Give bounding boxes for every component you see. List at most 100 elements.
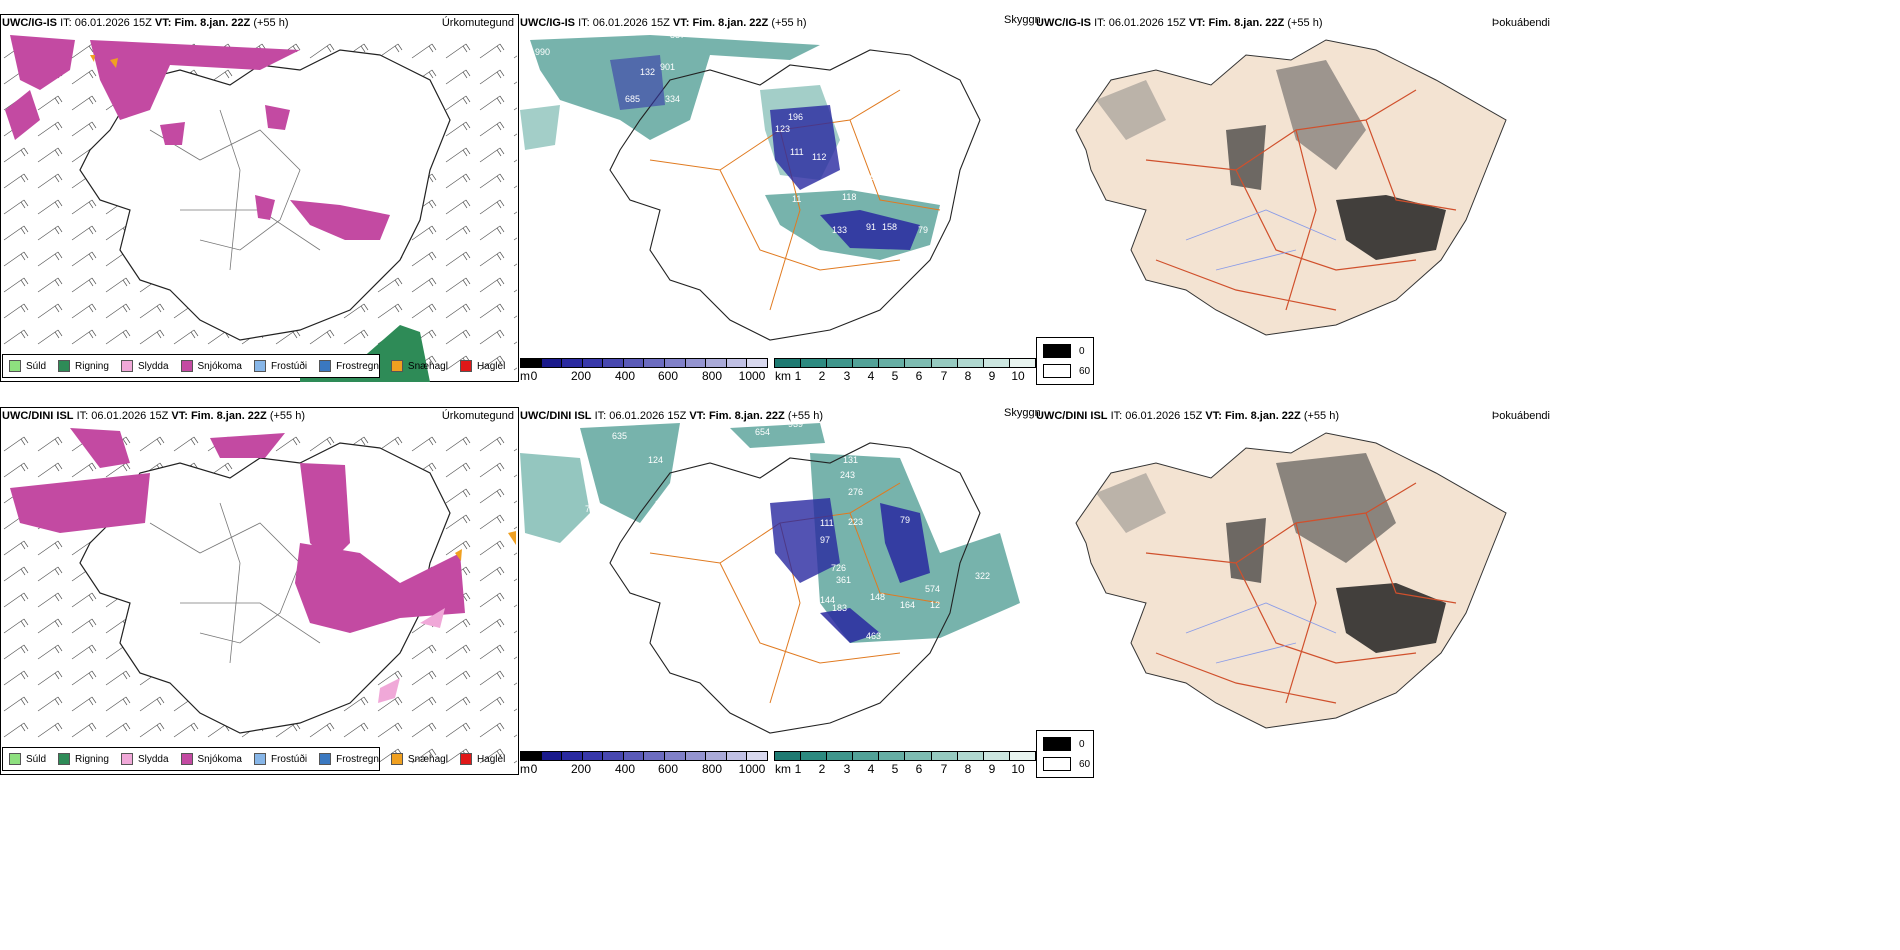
legend-item: Haglél — [459, 753, 505, 765]
visibility-value: 223 — [848, 517, 863, 527]
lead-time: (+55 h) — [1303, 410, 1339, 422]
legend-item: Snjókoma — [180, 753, 242, 765]
legend-swatch — [9, 753, 21, 765]
legend-swatch — [120, 753, 133, 765]
colorbar-segment — [644, 752, 666, 760]
colorbar-tick: 6 — [915, 762, 923, 775]
visibility-value: 11 — [792, 194, 801, 204]
vt-value: Fim. 8.jan. 22Z — [190, 410, 267, 422]
colorbar-segment — [582, 359, 604, 367]
legend-swatch — [319, 753, 332, 765]
legend-item: Frostúði — [253, 753, 307, 765]
legend-item: Frostúði — [253, 360, 307, 372]
sleet-area — [378, 608, 445, 703]
legend-swatch — [180, 753, 193, 765]
iceland-landmass — [1075, 39, 1507, 336]
visibility-value: 124 — [648, 455, 663, 465]
visibility-value: 654 — [755, 427, 770, 437]
snow-area — [90, 40, 300, 120]
visibility-value: 158 — [882, 222, 897, 232]
panel-title: Úrkomutegund — [441, 410, 514, 422]
visibility-value: 12 — [930, 600, 940, 610]
lead-time: (+55 h) — [787, 410, 823, 422]
legend-swatch — [9, 360, 21, 372]
colorbar-tick: 5 — [891, 369, 899, 382]
colorbar-segment — [685, 752, 707, 760]
legend-item: Snjókoma — [180, 360, 242, 372]
it-label: IT: — [578, 17, 590, 29]
snow-area — [10, 473, 150, 533]
legend-swatch — [120, 360, 133, 372]
legend-swatch — [58, 360, 71, 372]
panel-title: Skyggni — [1004, 14, 1040, 26]
visibility-value: 196 — [788, 112, 803, 122]
colorbar-tick: 800 — [701, 369, 723, 382]
vt-label: VT: — [672, 17, 690, 29]
legend-swatch — [1043, 737, 1071, 751]
colorbar-tick: 600 — [657, 369, 679, 382]
visibility-value: 164 — [900, 600, 915, 610]
colorbar-segment — [726, 359, 748, 367]
visibility-value: 939 — [788, 419, 803, 429]
it-label: IT: — [76, 410, 89, 422]
colorbar-tick: 7 — [940, 369, 948, 382]
panel-title: Þokuábendi — [1491, 410, 1550, 422]
legend-swatch — [459, 753, 472, 765]
vt-value: Fim. 8.jan. 22Z — [1224, 410, 1301, 422]
iceland-landmass — [1075, 432, 1507, 729]
panel-title: Þokuábendi — [1491, 17, 1550, 29]
precip-map — [0, 35, 517, 382]
colorbar-segment — [775, 359, 802, 367]
colorbar-segment — [879, 752, 906, 760]
legend-swatch — [390, 360, 403, 372]
fog-panel-bottom: UWC/DINI ISL IT: 06.01.2026 15Z VT: Fim.… — [1036, 403, 1556, 743]
colorbar-tick: 6 — [915, 369, 923, 382]
visibility-panel-bottom: UWC/DINI ISL IT: 06.01.2026 15Z VT: Fim.… — [520, 403, 1040, 775]
visibility-value: 990 — [535, 47, 550, 57]
visibility-value: 144 — [820, 595, 835, 605]
legend-swatch — [1043, 344, 1071, 358]
snow-pellets — [90, 55, 118, 68]
colorbar-segment — [665, 752, 686, 760]
visibility-panel-top: UWC/IG-IS IT: 06.01.2026 15Z VT: Fim. 8.… — [520, 10, 1040, 382]
legend-item: Frostregn — [319, 753, 379, 765]
colorbar-segment — [706, 752, 727, 760]
ceiling-colorbar: m 0 200 400 600 800 1000 — [520, 751, 768, 775]
visibility-value: 132 — [640, 67, 655, 77]
visibility-value: 726 — [831, 563, 846, 573]
colorbar-segment — [905, 752, 932, 760]
legend-item: Snæhagl — [390, 753, 448, 765]
it-label: IT: — [1094, 17, 1106, 29]
visibility-value: 148 — [870, 592, 885, 602]
visibility-value: 91 — [866, 222, 876, 232]
vt-label: VT: — [689, 410, 706, 422]
it-label: IT: — [594, 410, 607, 422]
visibility-map: 654 939 635 124 742 374 131 243 276 223 … — [520, 419, 1020, 734]
visibility-value: 374 — [655, 499, 670, 509]
it-value: 06.01.2026 15Z — [74, 17, 152, 29]
colorbar-segment — [747, 359, 767, 367]
colorbar-strip — [774, 358, 1036, 368]
visibility-value: 742 — [585, 504, 600, 514]
snow-pellets — [455, 531, 516, 561]
it-value: 06.01.2026 15Z — [609, 410, 687, 422]
visibility-value: 111 — [790, 147, 804, 157]
legend-item: Frostregn — [319, 360, 379, 372]
precip-type-panel-top: UWC/IG-IS IT: 06.01.2026 15Z VT: Fim. 8.… — [0, 10, 520, 382]
model-name: UWC/DINI ISL — [520, 410, 592, 422]
colorbar-tick: 600 — [657, 762, 679, 775]
panel-title: Úrkomutegund — [441, 17, 514, 29]
colorbar-segment — [931, 752, 958, 760]
fog-map — [1075, 39, 1507, 336]
colorbar-segment — [747, 752, 767, 760]
fog-panel-top: UWC/IG-IS IT: 06.01.2026 15Z VT: Fim. 8.… — [1036, 10, 1556, 350]
iceland-outline — [609, 49, 981, 341]
legend-swatch — [390, 753, 403, 765]
snow-area — [160, 122, 185, 145]
colorbar-tick: 400 — [614, 762, 636, 775]
colorbar-segment — [853, 752, 880, 760]
visibility-value: 361 — [836, 575, 851, 585]
visibility-value: 118 — [842, 192, 856, 202]
colorbar-segment — [521, 359, 542, 367]
vt-label: VT: — [1188, 17, 1206, 29]
